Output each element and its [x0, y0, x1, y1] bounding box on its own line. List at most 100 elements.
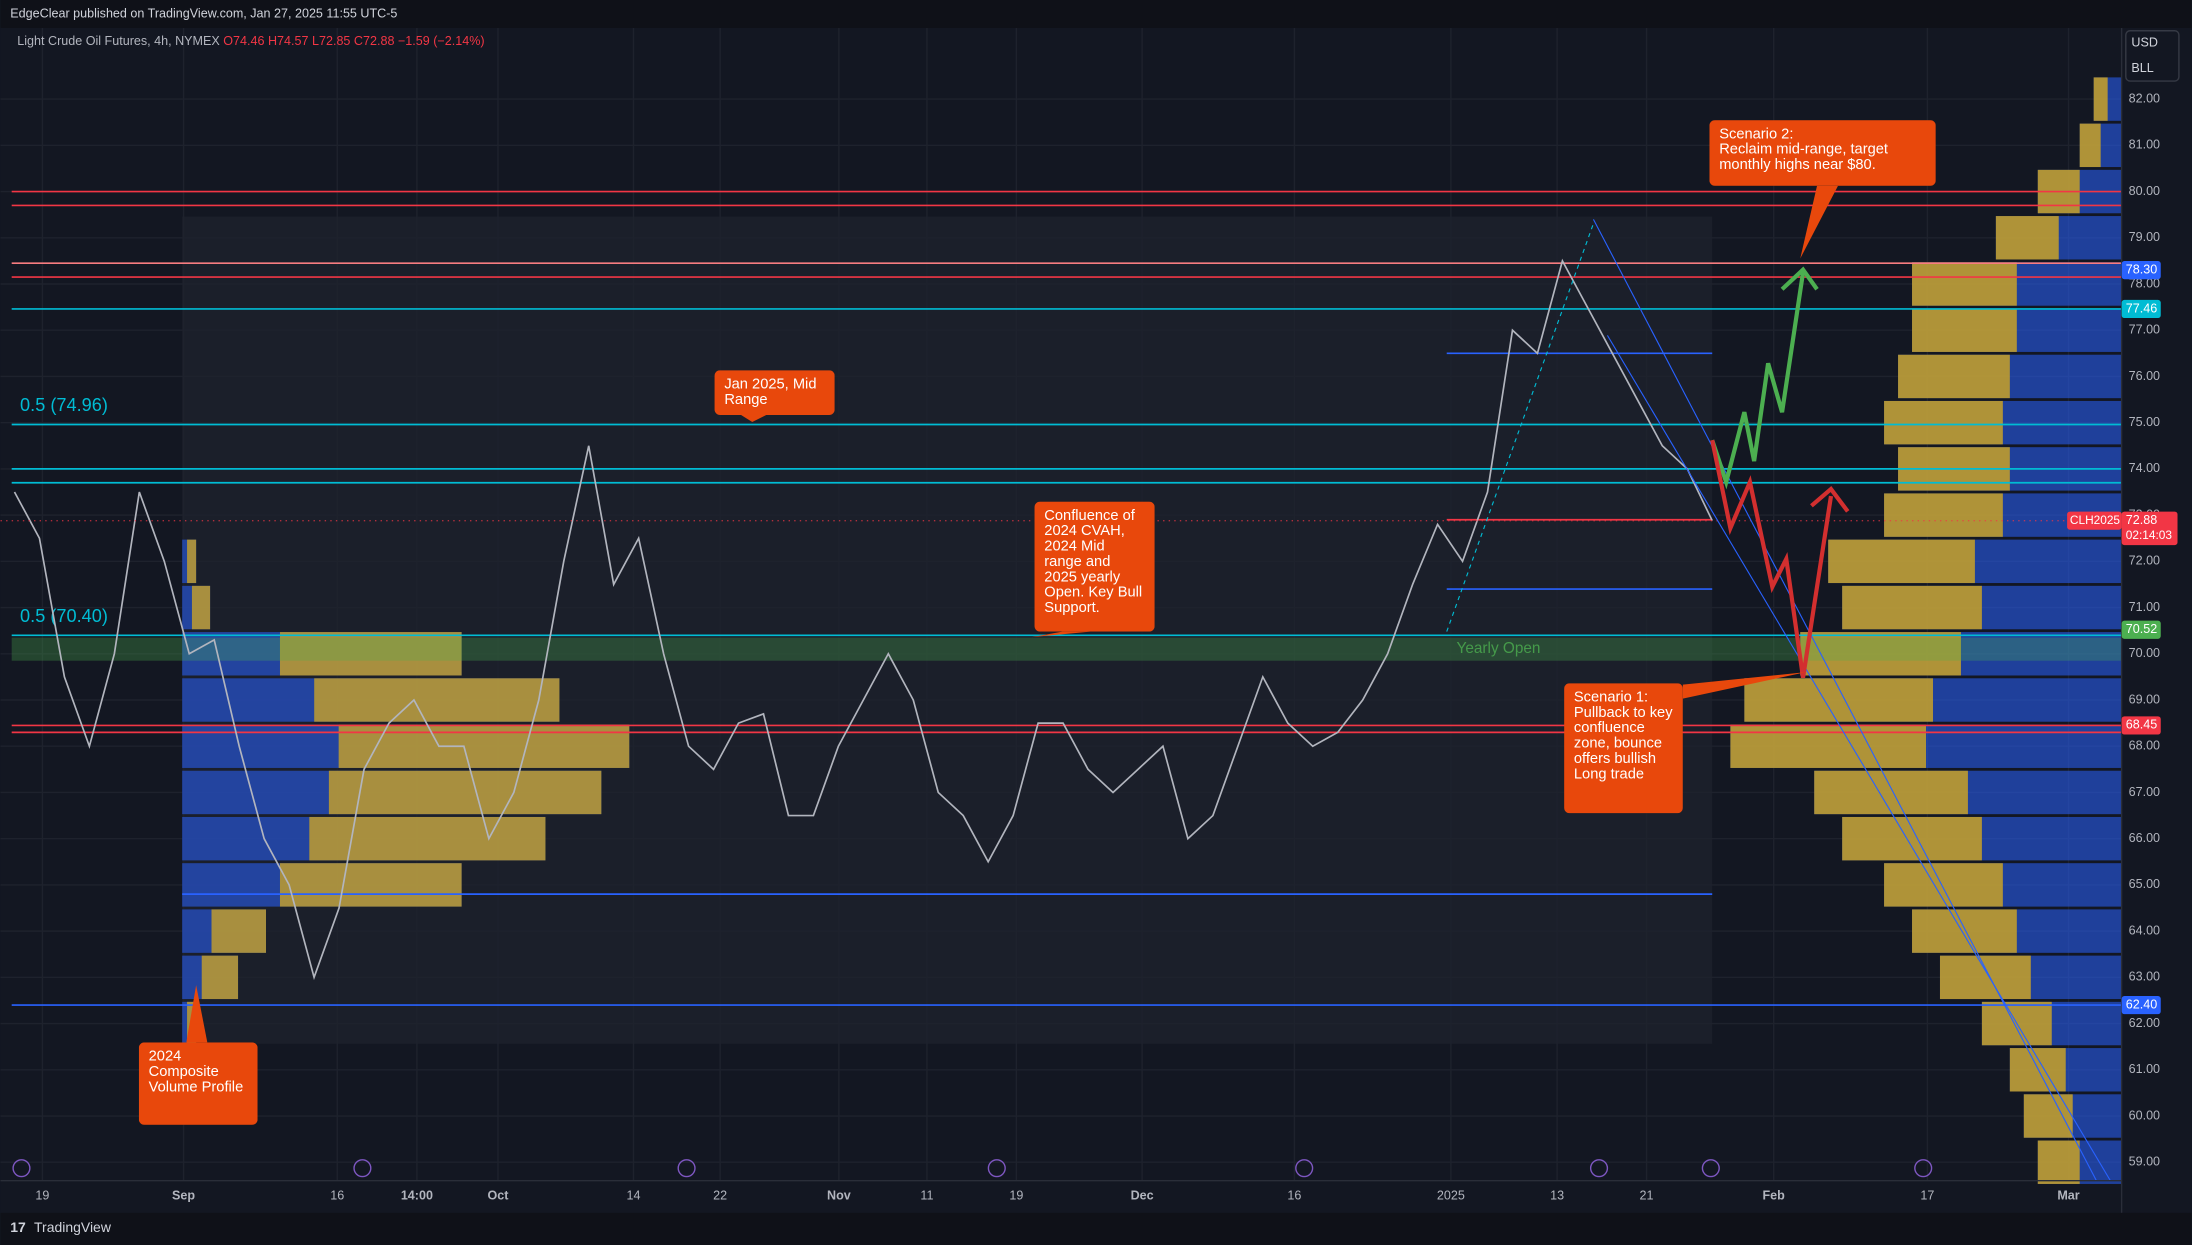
callout-text: Jan 2025, Mid Range: [714, 370, 835, 415]
level-label: 0.5 (70.40): [20, 606, 108, 626]
volume-bar-value-area: [2079, 123, 2101, 168]
volume-bar-value-area: [279, 632, 462, 676]
callout-pointer: [1031, 631, 1091, 638]
last-price-bg: [2121, 511, 2178, 546]
volume-bar-value-area: [1800, 632, 1961, 676]
top-bar: [0, 0, 2192, 28]
x-tick-label: Feb: [1763, 1188, 1786, 1202]
volume-bar-value-area: [2037, 1140, 2080, 1184]
callout: Scenario 1: Pullback to key confluence z…: [1564, 683, 1683, 814]
callout: 2024 Composite Volume Profile: [138, 1042, 258, 1125]
volume-bar-value-area: [187, 539, 197, 584]
event-icon: [987, 1159, 1006, 1178]
y-tick-label: 68.00: [2129, 739, 2160, 753]
volume-bar-value-area: [309, 816, 546, 861]
symbol: Light Crude Oil Futures, 4h, NYMEX: [17, 34, 220, 48]
high: H74.57: [268, 34, 309, 48]
last-price: 72.88: [2126, 513, 2157, 527]
y-tick-label: 61.00: [2129, 1062, 2160, 1076]
publisher: EdgeClear published on TradingView.com, …: [10, 6, 397, 20]
volume-bar-value-area: [1939, 955, 2031, 1000]
price-label-bg: [2121, 995, 2161, 1015]
price-line: [13, 258, 1713, 981]
y-tick-label: 78.00: [2129, 276, 2160, 290]
scenario-1-path: [1710, 439, 1834, 679]
x-tick-label: 13: [1550, 1188, 1564, 1202]
volume-bar-value-area: [338, 724, 630, 768]
volume-bar-value-area: [2023, 1094, 2073, 1138]
x-tick-label: 14: [626, 1188, 640, 1202]
event-icon: [1589, 1159, 1609, 1178]
x-tick-label: 22: [713, 1188, 727, 1202]
volume-bar-value-area: [1912, 909, 2017, 953]
y-tick-label: 64.00: [2129, 923, 2160, 937]
x-tick-label: 11: [920, 1188, 933, 1202]
x-tick-label: 19: [1009, 1188, 1023, 1202]
level-label: 0.5 (74.96): [20, 395, 108, 415]
callout-text: 2024 Composite Volume Profile: [138, 1042, 258, 1125]
scenario-2-path: [1710, 272, 1806, 490]
low: L72.85: [312, 34, 350, 48]
zone-label: Yearly Open: [1457, 640, 1541, 657]
bottom-bar: [0, 1212, 2192, 1245]
x-tick-label: 2025: [1437, 1188, 1465, 1202]
y-tick-label: 79.00: [2129, 230, 2160, 244]
channel-line: [1606, 335, 2111, 1182]
change: −1.59 (−2.14%): [398, 34, 485, 48]
unit: BLL: [2131, 61, 2153, 75]
axes: USD BLL 82.00 81.00 80.00 79.00 78.00 77.00 76…: [0, 27, 2192, 1213]
x-tick-label: Dec: [1131, 1188, 1154, 1202]
close: C72.88: [354, 34, 395, 48]
x-tick-label: Oct: [487, 1188, 509, 1202]
drawings: Jan 2025, Mid Range Confluence of 2024 C…: [138, 120, 2111, 1182]
y-tick-label: 80.00: [2129, 184, 2160, 198]
callout: Confluence of 2024 CVAH, 2024 Mid range …: [1034, 501, 1155, 632]
brand: TradingView: [34, 1219, 112, 1235]
y-tick-label: 59.00: [2129, 1155, 2160, 1169]
callout-pointer: [741, 415, 767, 422]
plot-area: Yearly Open 0.5 (74.96) 0.5 (70.40): [0, 27, 2122, 1184]
volume-bar-value-area: [211, 909, 266, 953]
event-icon: [1914, 1159, 1933, 1178]
last-price-symbol-bg: [2067, 511, 2122, 530]
price-label-bg: [2121, 716, 2161, 735]
y-tick-label: 71.00: [2129, 600, 2160, 614]
callout-text: Scenario 1: Pullback to key confluence z…: [1564, 683, 1683, 814]
event-icon: [1295, 1159, 1314, 1178]
volume-bar-value-area: [191, 585, 211, 630]
x-tick-label: Nov: [827, 1188, 851, 1202]
x-tick-label: 14:00: [401, 1188, 433, 1202]
volume-bar-value-area: [1744, 678, 1933, 722]
volume-bar-value-area: [1828, 539, 1975, 584]
volume-bar-value-area: [279, 863, 462, 907]
y-tick-label: 81.00: [2129, 138, 2160, 152]
profile-range: [182, 216, 1713, 1044]
event-icon: [353, 1159, 372, 1178]
event-icon: [12, 1159, 31, 1178]
y-tick-label: 70.00: [2129, 646, 2160, 660]
y-tick-label: 74.00: [2129, 461, 2160, 475]
event-icon: [1701, 1159, 1720, 1178]
currency: USD: [2131, 36, 2158, 50]
volume-bar-value-area: [2093, 77, 2108, 121]
y-tick-label: 62.00: [2129, 1016, 2160, 1030]
price-label: 62.40: [2126, 997, 2157, 1011]
volume-bar-value-area: [1912, 308, 2017, 352]
trend-line: [1446, 223, 1594, 632]
volume-bar-value-area: [1884, 493, 2003, 537]
zone: [11, 637, 2122, 661]
x-tick-label: Mar: [2057, 1188, 2079, 1202]
price-label: 68.45: [2126, 718, 2157, 732]
volume-bar-value-area: [1730, 724, 1926, 768]
y-tick-label: 82.00: [2129, 91, 2160, 105]
price-label-bg: [2121, 261, 2161, 280]
legend: Light Crude Oil Futures, 4h, NYMEX O74.4…: [17, 34, 484, 48]
event-icons: [12, 1159, 1933, 1178]
volume-bar-value-area: [1912, 262, 2017, 306]
y-tick-label: 63.00: [2129, 970, 2160, 984]
volume-bar-value-area: [1884, 400, 2003, 445]
price-label-bg: [2121, 620, 2161, 639]
x-tick-label: 16: [330, 1188, 344, 1202]
open: O74.46: [223, 34, 264, 48]
volume-bar-value-area: [1842, 585, 1982, 630]
